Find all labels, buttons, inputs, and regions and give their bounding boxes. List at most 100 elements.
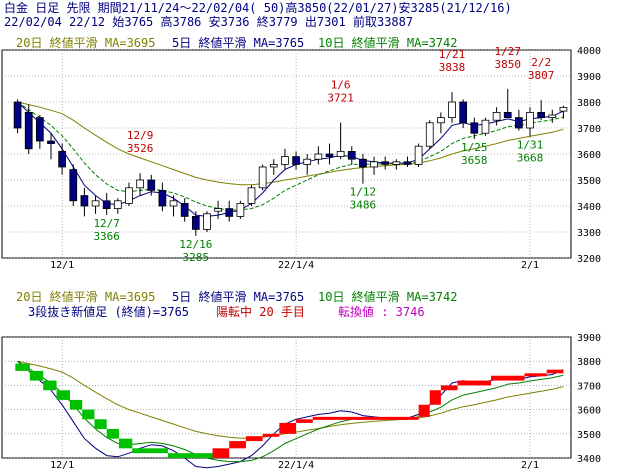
new-price-brick: [15, 363, 30, 371]
price-xtick-label: 22/1/4: [278, 260, 314, 271]
price-ytick-label: 3900: [577, 72, 601, 83]
price-xtick-label: 12/1: [50, 260, 74, 271]
new-price-brick: [118, 438, 133, 449]
candle-body: [47, 140, 55, 144]
npb-ytick-label: 3900: [577, 333, 601, 344]
candle-body: [214, 208, 222, 212]
annotation-value: 3850: [494, 58, 521, 71]
candle-body: [91, 200, 100, 207]
new-price-brick: [29, 370, 44, 381]
candle-body: [58, 150, 66, 168]
candle-body: [325, 153, 334, 157]
candle-body: [180, 202, 189, 217]
candle-body: [24, 112, 33, 150]
candle-body: [303, 158, 312, 165]
legend-ma5: 5日 終値平滑 MA=3765: [172, 36, 305, 50]
annotation-date: 1/12: [350, 186, 377, 199]
annotation-date: 12/16: [179, 238, 212, 251]
candle-body: [158, 189, 167, 207]
price-ytick-label: 3200: [577, 254, 601, 265]
new-price-brick: [524, 373, 547, 377]
new-price-brick: [546, 369, 564, 374]
annotation-value: 3486: [350, 199, 377, 212]
candle-body: [80, 195, 89, 207]
candle-body: [414, 145, 423, 165]
npb-ytick-label: 3600: [577, 406, 601, 417]
candle-body: [13, 101, 22, 129]
price-ytick-label: 3800: [577, 98, 601, 109]
candle-body: [35, 117, 44, 142]
npb-xtick-label: 2/1: [521, 460, 539, 471]
new-price-bar-close: 3段抜き新値足 (終値)=3765: [28, 305, 190, 319]
trend-status: 陽転中 20 手目: [216, 305, 305, 319]
price-ytick-label: 4000: [577, 46, 601, 57]
candle-body: [370, 161, 378, 168]
price-ytick-label: 3300: [577, 228, 601, 239]
new-price-brick: [429, 390, 441, 405]
candle-body: [503, 112, 512, 119]
legend-ma10: 10日 終値平滑 MA=3742: [318, 36, 458, 50]
candle-body: [548, 114, 557, 118]
candle-body: [69, 169, 78, 202]
annotation-date: 1/21: [439, 48, 466, 61]
candle-body: [169, 200, 178, 207]
price-xtick-label: 2/1: [521, 260, 539, 271]
candle-body: [136, 179, 144, 189]
new-price-brick: [229, 441, 246, 449]
npb-ytick-label: 3400: [577, 454, 601, 465]
price-ytick-label: 3500: [577, 176, 601, 187]
new-price-brick: [212, 448, 230, 458]
annotation-date: 2/2: [531, 56, 551, 69]
new-price-brick: [69, 399, 83, 410]
candle-body: [359, 158, 367, 168]
candle-body: [448, 101, 456, 118]
price-ytick-label: 3400: [577, 202, 601, 213]
candle-body: [102, 200, 111, 210]
candle-body: [425, 122, 434, 147]
npb-xtick-label: 12/1: [50, 460, 74, 471]
new-price-brick: [312, 416, 419, 420]
annotation-date: 12/9: [127, 129, 154, 142]
annotation-value: 3721: [327, 92, 354, 105]
candle-body: [147, 179, 156, 191]
candle-body: [269, 163, 278, 168]
new-price-brick: [132, 448, 168, 454]
bar-summary: 22/02/04 22/12 始3765 高3786 安3736 終3779 出…: [4, 15, 414, 29]
annotation-date: 1/6: [331, 79, 351, 92]
ma-line-0: [17, 101, 564, 186]
candle-body: [481, 119, 490, 134]
candle-body: [225, 208, 234, 217]
npb-ytick-label: 3800: [577, 357, 601, 368]
lower-legend-ma10: 10日 終値平滑 MA=3742: [318, 290, 458, 304]
new-price-brick: [82, 409, 95, 420]
annotation-value: 3526: [127, 142, 154, 155]
candle-body: [281, 156, 289, 165]
npb-ma-line-2: [17, 360, 564, 463]
npb-ma-line-1: [17, 360, 564, 469]
new-price-brick: [418, 404, 430, 417]
npb-ytick-label: 3700: [577, 381, 601, 392]
candle-body: [437, 117, 445, 124]
new-price-brick: [56, 390, 70, 400]
legend-ma20: 20日 終値平滑 MA=3695: [16, 36, 156, 50]
candle-body: [258, 166, 267, 189]
price-ytick-label: 3600: [577, 150, 601, 161]
candle-body: [247, 187, 256, 204]
candle-body: [191, 215, 200, 230]
new-price-brick: [296, 419, 313, 423]
annotation-date: 1/27: [494, 45, 521, 58]
candle-body: [292, 156, 300, 165]
candle-body: [336, 150, 345, 157]
new-price-brick: [491, 375, 525, 381]
npb-ytick-label: 3500: [577, 430, 601, 441]
candle-body: [236, 202, 245, 217]
new-price-brick: [94, 419, 107, 429]
npb-xtick-label: 22/1/4: [278, 460, 314, 471]
annotation-date: 1/25: [461, 141, 488, 154]
lower-legend-ma5: 5日 終値平滑 MA=3765: [172, 290, 305, 304]
annotation-value: 3668: [517, 151, 544, 164]
candle-body: [459, 101, 468, 124]
annotation-value: 3807: [528, 69, 555, 82]
candle-body: [314, 153, 323, 160]
